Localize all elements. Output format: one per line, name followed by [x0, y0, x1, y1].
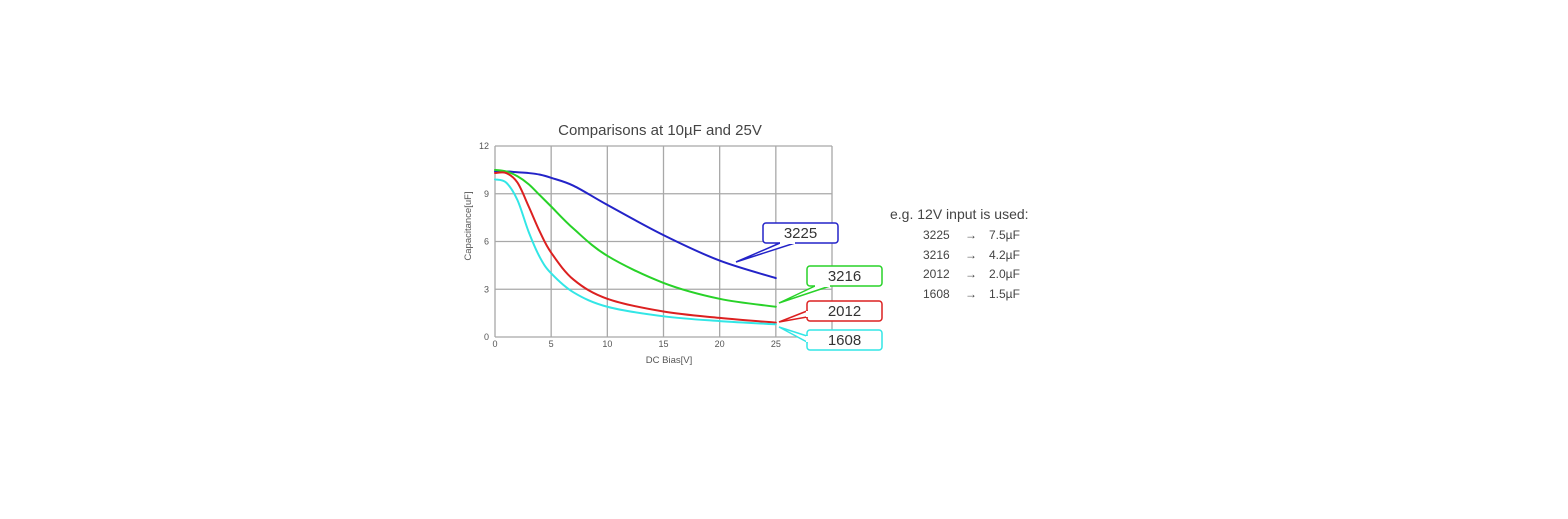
- y-tick: 9: [484, 189, 489, 199]
- svg-text:2012: 2012: [828, 303, 861, 320]
- series-callouts: 3225 3216 2012 1608: [735, 222, 883, 351]
- y-tick: 12: [479, 141, 489, 151]
- curve-1608: [494, 178, 777, 326]
- note-arrow: →: [965, 267, 977, 281]
- x-tick: 0: [492, 339, 497, 349]
- y-tick: 6: [484, 237, 489, 247]
- note-arrow: →: [965, 286, 977, 301]
- note-value: 4.2µF: [989, 247, 1020, 262]
- curve-3216: [494, 168, 777, 308]
- y-tick: 3: [484, 284, 489, 294]
- note-rows: 3225 → 7.5µF 3216 → 4.2µF 2012 → 2.0µF 1608 → 1.5µF: [890, 226, 1029, 304]
- note-title: e.g. 12V input is used:: [890, 206, 1029, 222]
- x-tick: 10: [602, 339, 612, 349]
- y-axis-label: Capacitance[uF]: [463, 191, 474, 260]
- note-size: 3225: [923, 228, 950, 242]
- data-curves: [494, 168, 777, 326]
- curve-2012: [494, 171, 777, 324]
- y-tick: 0: [484, 332, 489, 342]
- callout-1608: 1608: [778, 326, 883, 351]
- note-size: 2012: [923, 267, 950, 281]
- note-value: 7.5µF: [989, 228, 1020, 242]
- note-arrow: →: [965, 247, 977, 262]
- note-row: 3225 → 7.5µF: [890, 226, 1029, 246]
- x-tick: 5: [549, 339, 554, 349]
- note-size: 1608: [923, 286, 950, 301]
- note-row: 2012 → 2.0µF: [890, 265, 1029, 285]
- svg-text:1608: 1608: [828, 332, 861, 349]
- note-row: 1608 → 1.5µF: [890, 285, 1029, 305]
- x-tick: 20: [715, 339, 725, 349]
- axis-ticks: 0 5 10 15 20 25 0 3 6 9 12: [479, 141, 781, 349]
- curve-3225: [494, 170, 777, 280]
- x-tick: 25: [771, 339, 781, 349]
- note-size: 3216: [923, 247, 950, 262]
- note-row: 3216 → 4.2µF: [890, 246, 1029, 266]
- note-value: 1.5µF: [989, 286, 1020, 301]
- x-tick: 15: [658, 339, 668, 349]
- note-value: 2.0µF: [989, 267, 1020, 281]
- svg-text:3225: 3225: [784, 225, 817, 242]
- note-arrow: →: [965, 228, 977, 242]
- chart-title: Comparisons at 10µF and 25V: [558, 122, 762, 139]
- callout-3216: 3216: [778, 265, 883, 304]
- svg-text:3216: 3216: [828, 268, 861, 285]
- callout-3225: 3225: [735, 222, 839, 263]
- x-axis-label: DC Bias[V]: [646, 355, 692, 366]
- callout-2012: 2012: [778, 300, 883, 323]
- example-note: e.g. 12V input is used: 3225 → 7.5µF 3216 → 4…: [890, 206, 1029, 304]
